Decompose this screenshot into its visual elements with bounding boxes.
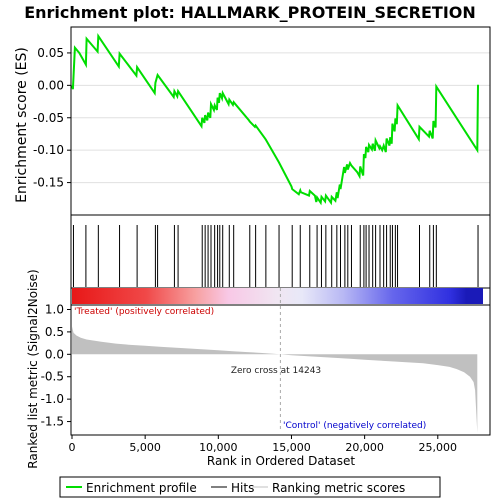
metric-y-tick-label: -1.5 — [41, 415, 64, 429]
metric-x-axis-label: Rank in Ordered Dataset — [207, 454, 355, 468]
metric-y-axis-label: Ranked list metric (Signal2Noise) — [26, 269, 40, 468]
metric-y-ticks: -1.5 -1.0 -0.5 0.0 0.5 1.0 — [41, 302, 71, 429]
es-profile-line — [71, 33, 479, 206]
metric-y-tick-label: 1.0 — [45, 302, 64, 316]
legend-label-metric: Ranking metric scores — [272, 481, 405, 495]
ranking-metric-area — [72, 326, 478, 433]
x-tick-label: 0 — [69, 441, 76, 454]
metric-plot-frame — [70, 304, 491, 436]
es-plot-frame — [70, 26, 491, 216]
treated-label: 'Treated' (positively correlated) — [74, 307, 214, 317]
legend-frame — [59, 476, 441, 498]
es-gridlines — [71, 52, 490, 184]
es-y-tick-label: -0.05 — [33, 111, 64, 125]
es-y-axis-label: Enrichment score (ES) — [14, 47, 30, 203]
es-panel: -0.15 -0.10 -0.05 0.00 0.05 Enrichment score… — [14, 26, 491, 216]
metric-y-tick-label: 0.5 — [45, 325, 64, 339]
metric-x-ticks: 0 5,000 10,000 15,000 20,000 25,000 — [69, 435, 458, 454]
zero-cross-label: Zero cross at 14243 — [231, 366, 321, 376]
metric-y-tick-label: -1.0 — [41, 392, 64, 406]
control-label: 'Control' (negatively correlated) — [283, 421, 426, 431]
metric-y-tick-label: 0.0 — [45, 347, 64, 361]
hits-panel — [70, 214, 491, 289]
x-tick-label: 25,000 — [419, 441, 458, 454]
hit-marks — [72, 225, 479, 287]
metric-y-tick-label: -0.5 — [41, 370, 64, 384]
x-tick-label: 10,000 — [199, 441, 238, 454]
es-y-tick-label: -0.15 — [33, 176, 64, 190]
metric-panel: Zero cross at 14243 'Treated' (positivel… — [26, 269, 491, 469]
hits-frame — [70, 214, 491, 289]
es-y-tick-label: -0.10 — [33, 143, 64, 157]
x-tick-label: 15,000 — [272, 441, 311, 454]
legend: Enrichment profile Hits Ranking metric s… — [59, 476, 441, 498]
x-tick-label: 5,000 — [129, 441, 161, 454]
rank-color-gradient — [72, 288, 483, 304]
es-y-tick-label: 0.00 — [37, 78, 64, 92]
legend-label-hits: Hits — [231, 481, 254, 495]
es-y-ticks: -0.15 -0.10 -0.05 0.00 0.05 — [33, 46, 71, 190]
x-tick-label: 20,000 — [345, 441, 384, 454]
es-y-tick-label: 0.05 — [37, 46, 64, 60]
legend-label-enrichment: Enrichment profile — [86, 481, 197, 495]
chart-title: Enrichment plot: HALLMARK_PROTEIN_SECRET… — [24, 3, 476, 22]
